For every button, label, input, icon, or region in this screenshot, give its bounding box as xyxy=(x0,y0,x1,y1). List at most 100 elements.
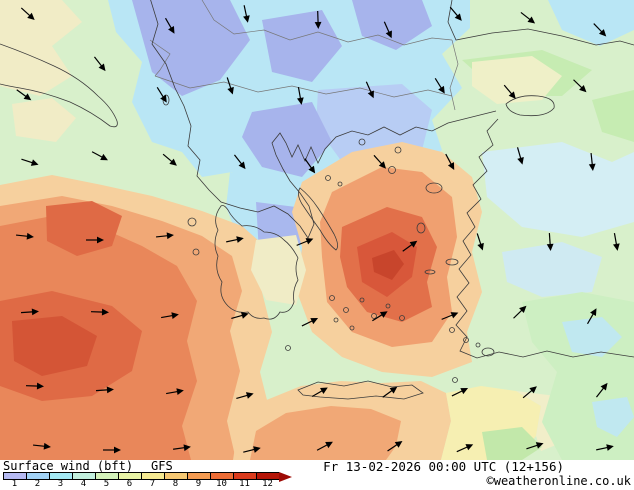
wind-arrow xyxy=(236,392,254,400)
wind-arrow xyxy=(304,158,316,174)
scale-value-label: 2 xyxy=(34,479,41,489)
legend-bar: Surface wind (bft) GFS Fr 13-02-2026 00:0… xyxy=(0,460,634,490)
scale-step-7: 7 xyxy=(141,472,164,489)
scale-value-label: 8 xyxy=(172,479,179,489)
scale-value-label: 1 xyxy=(11,479,18,489)
wind-arrow xyxy=(90,308,109,316)
wind-speed-shading xyxy=(0,0,634,460)
wind-arrow xyxy=(373,154,387,169)
wind-arrow xyxy=(520,11,536,24)
wind-arrow xyxy=(546,232,554,251)
wind-arrow xyxy=(95,386,114,394)
wind-arrow xyxy=(445,153,455,170)
scale-value-label: 12 xyxy=(262,479,273,489)
wind-arrow xyxy=(164,17,175,34)
scale-step-6: 6 xyxy=(118,472,141,489)
scale-color-box xyxy=(256,472,279,480)
wind-arrow xyxy=(25,382,44,390)
scale-step-8: 8 xyxy=(164,472,187,489)
wind-arrow xyxy=(588,152,596,171)
scale-value-label: 9 xyxy=(195,479,202,489)
scale-step-3: 3 xyxy=(49,472,72,489)
scale-step-9: 9 xyxy=(187,472,210,489)
scale-color-box xyxy=(141,472,164,480)
scale-value-label: 6 xyxy=(126,479,133,489)
copyright-label: ©weatheronline.co.uk xyxy=(486,474,632,488)
wind-arrow xyxy=(365,81,374,99)
wind-arrow xyxy=(91,151,108,161)
wind-arrow xyxy=(162,153,177,166)
scale-value-label: 10 xyxy=(216,479,227,489)
weather-map xyxy=(0,0,634,460)
wind-arrow xyxy=(387,440,403,452)
scale-step-11: 11 xyxy=(233,472,256,489)
wind-arrow xyxy=(595,382,608,398)
wind-arrow xyxy=(20,308,39,316)
wind-arrow xyxy=(161,312,179,320)
scale-color-box xyxy=(3,472,26,480)
wind-arrow xyxy=(156,87,167,103)
wind-scale: 1 2 3 4 5 6 7 8 9 10 11 12 xyxy=(3,472,292,489)
wind-arrow xyxy=(296,87,304,105)
wind-arrow xyxy=(86,236,104,244)
wind-arrow xyxy=(382,386,398,398)
wind-arrow xyxy=(383,21,392,39)
scale-step-1: 1 xyxy=(3,472,26,489)
wind-arrow xyxy=(233,154,246,170)
wind-arrow xyxy=(32,442,51,450)
wind-arrow xyxy=(503,84,516,99)
wind-arrow xyxy=(449,6,462,21)
scale-step-2: 2 xyxy=(26,472,49,489)
wind-arrow xyxy=(226,236,244,243)
wind-arrow xyxy=(243,5,250,23)
wind-arrow xyxy=(516,147,524,165)
wind-arrow xyxy=(451,388,469,397)
wind-arrow xyxy=(476,233,484,251)
wind-arrow xyxy=(21,158,39,166)
scale-step-4: 4 xyxy=(72,472,95,489)
scale-arrow-tip xyxy=(279,472,292,482)
wind-arrow xyxy=(301,318,319,327)
wind-arrow xyxy=(296,238,314,246)
scale-color-box xyxy=(187,472,210,480)
wind-arrow xyxy=(166,388,184,396)
wind-arrow xyxy=(20,7,35,21)
model-label: GFS xyxy=(151,459,173,473)
wind-arrow xyxy=(441,312,459,320)
datetime-label: Fr 13-02-2026 00:00 UTC (12+156) xyxy=(323,459,564,474)
wind-arrow xyxy=(155,232,174,240)
wind-arrow xyxy=(612,233,620,251)
scale-color-box xyxy=(49,472,72,480)
wind-arrow xyxy=(243,446,261,453)
scale-value-label: 11 xyxy=(239,479,250,489)
scale-color-box xyxy=(26,472,49,480)
coastlines xyxy=(0,0,634,400)
scale-value-label: 3 xyxy=(57,479,64,489)
scale-value-label: 7 xyxy=(149,479,156,489)
wind-arrow xyxy=(402,240,418,252)
parameter-label: Surface wind (bft) xyxy=(3,459,134,473)
scale-color-box xyxy=(72,472,95,480)
wind-arrow xyxy=(573,79,587,93)
wind-arrow xyxy=(596,444,614,451)
scale-color-box xyxy=(164,472,187,480)
wind-arrow xyxy=(226,77,234,95)
wind-arrow xyxy=(311,387,328,398)
parameter-row: Surface wind (bft) GFS xyxy=(3,460,173,473)
scale-color-box xyxy=(233,472,256,480)
wind-arrow xyxy=(372,311,388,322)
wind-arrow xyxy=(526,442,544,450)
wind-arrow xyxy=(513,305,527,319)
islands xyxy=(162,94,495,383)
wind-arrow xyxy=(103,446,121,454)
scale-step-12: 12 xyxy=(256,472,279,489)
wind-arrow xyxy=(15,232,34,240)
wind-arrow xyxy=(314,10,322,29)
wind-arrow xyxy=(16,89,32,101)
scale-value-label: 4 xyxy=(80,479,87,489)
wind-arrow xyxy=(173,444,191,452)
wind-arrow-layer xyxy=(15,5,620,454)
scale-color-box xyxy=(210,472,233,480)
scale-step-5: 5 xyxy=(95,472,118,489)
